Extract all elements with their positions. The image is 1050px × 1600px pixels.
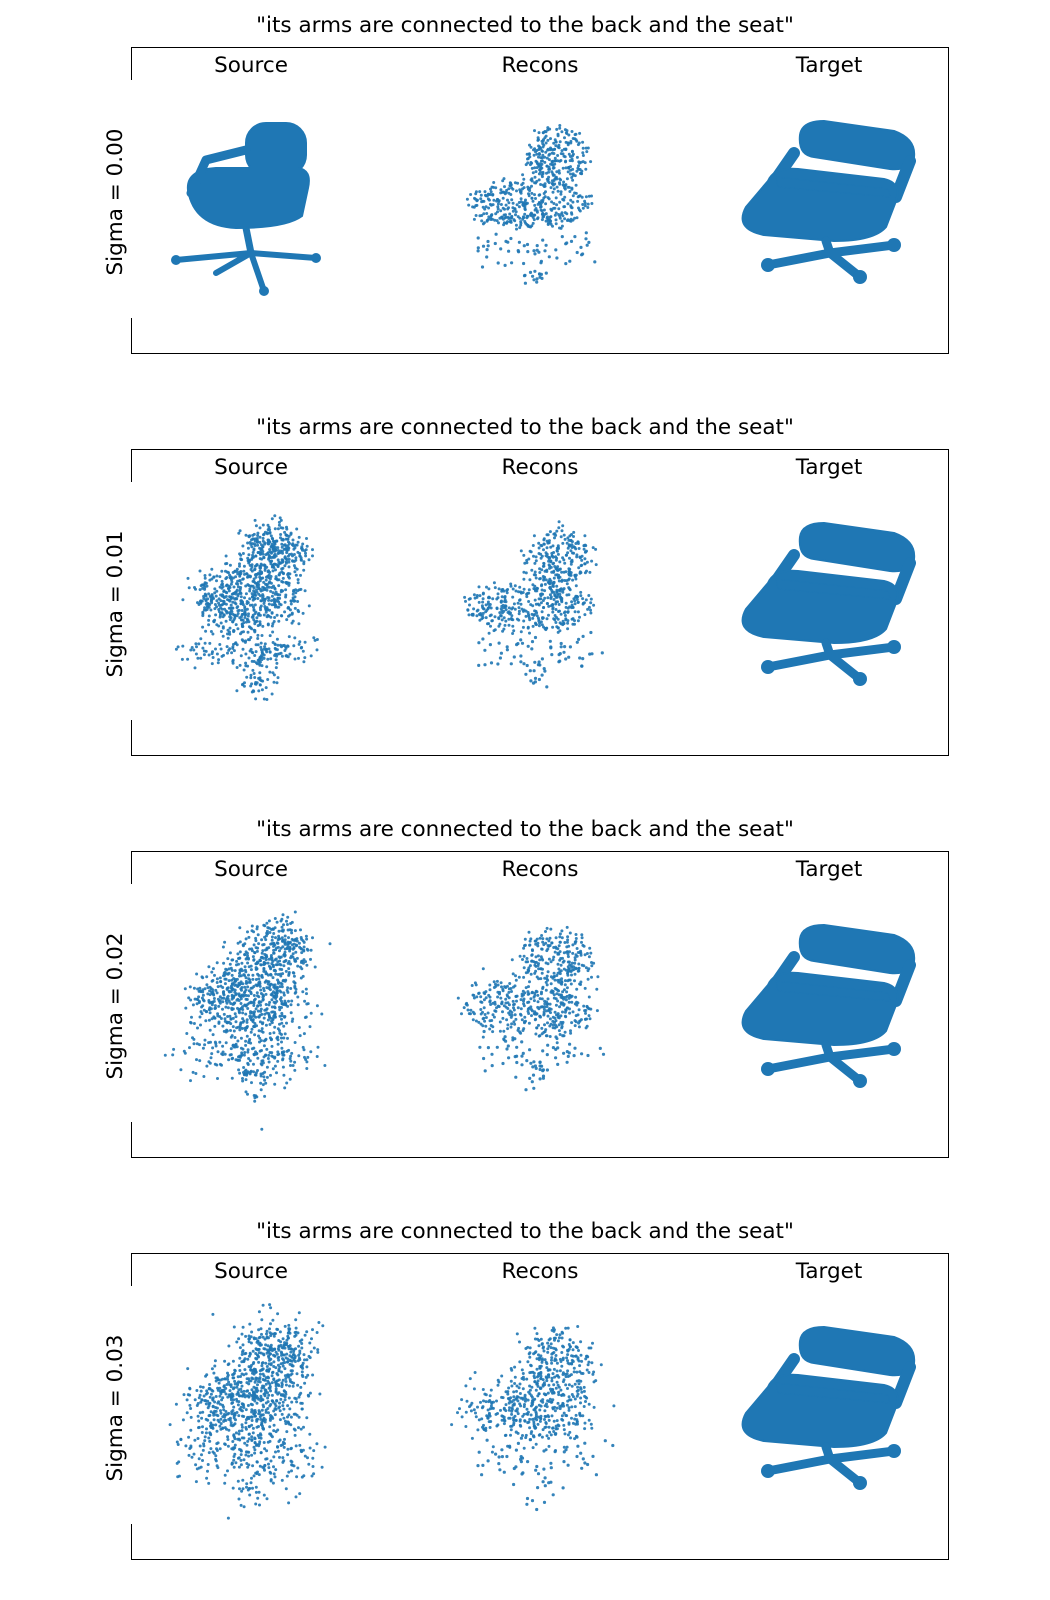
column-label-target: Target (795, 1259, 863, 1284)
panel-title: "its arms are connected to the back and … (256, 817, 794, 842)
panel-sigma-002: "its arms are connected to the back and … (0, 804, 1050, 1196)
panel-sigma-003: "its arms are connected to the back and … (0, 1206, 1050, 1598)
point-cloud-canvas (174, 514, 916, 701)
plot-frame: Source Recons Target (130, 1253, 949, 1560)
column-label-recons: Recons (501, 857, 579, 882)
plot-frame: Source Recons Target (130, 47, 949, 354)
target-point-cloud (741, 924, 916, 1088)
plot-frame: Source Recons Target (130, 851, 949, 1158)
column-label-source: Source (214, 857, 288, 882)
source-point-cloud (174, 514, 319, 701)
column-label-recons: Recons (501, 53, 579, 78)
plot-frame: Source Recons Target (130, 449, 949, 756)
recons-point-cloud (465, 124, 597, 285)
row-label-sigma: Sigma = 0.02 (103, 932, 128, 1080)
column-label-source: Source (214, 53, 288, 78)
panel-title: "its arms are connected to the back and … (256, 13, 794, 38)
source-point-cloud (171, 122, 321, 296)
row-label-sigma: Sigma = 0.01 (103, 530, 128, 678)
source-point-cloud (168, 1303, 327, 1520)
source-point-cloud (163, 910, 332, 1131)
point-cloud-canvas (168, 1303, 916, 1520)
point-cloud-canvas (163, 910, 916, 1131)
column-label-recons: Recons (501, 1259, 579, 1284)
panel-title: "its arms are connected to the back and … (256, 1219, 794, 1244)
column-label-source: Source (214, 455, 288, 480)
column-label-target: Target (795, 455, 863, 480)
point-cloud-canvas (171, 120, 916, 296)
column-label-recons: Recons (501, 455, 579, 480)
panel-sigma-001: "its arms are connected to the back and … (0, 402, 1050, 794)
target-point-cloud (741, 1326, 916, 1490)
panel-title: "its arms are connected to the back and … (256, 415, 794, 440)
row-label-sigma: Sigma = 0.03 (103, 1334, 128, 1482)
column-label-target: Target (795, 53, 863, 78)
column-label-target: Target (795, 857, 863, 882)
recons-point-cloud (456, 925, 606, 1092)
recons-point-cloud (450, 1325, 616, 1512)
panel-sigma-000: "its arms are connected to the back and … (0, 0, 1050, 392)
target-point-cloud (741, 522, 916, 686)
recons-point-cloud (463, 520, 604, 689)
target-point-cloud (741, 120, 916, 284)
column-label-source: Source (214, 1259, 288, 1284)
row-label-sigma: Sigma = 0.00 (103, 128, 128, 276)
